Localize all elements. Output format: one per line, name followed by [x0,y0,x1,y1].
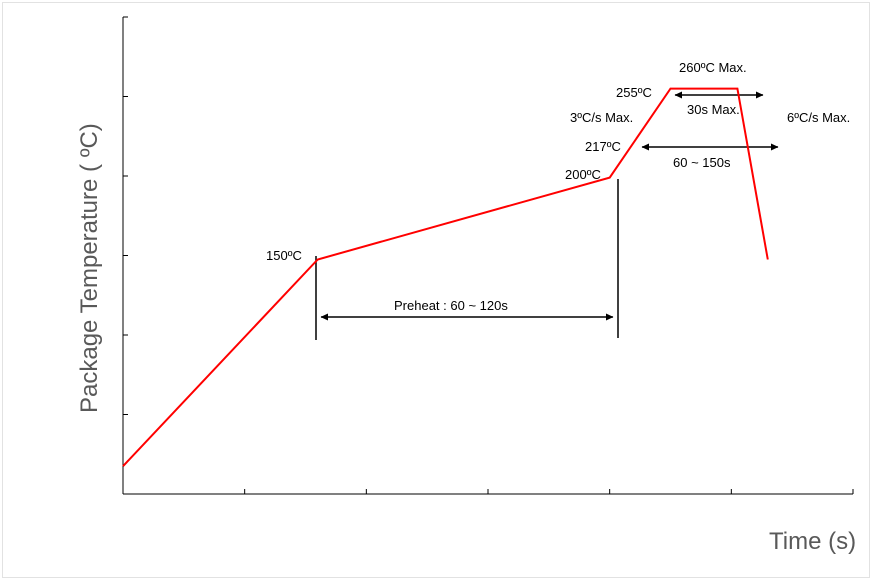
label-ramp-down: 6ºC/s Max. [787,110,850,125]
label-150c: 150ºC [266,248,302,263]
label-ramp-up: 3ºC/s Max. [570,110,633,125]
reflow-profile-chart: 150ºC 200ºC 217ºC 255ºC 260ºC Max. 3ºC/s… [76,16,856,555]
y-axis-title: Package Temperature ( ºC) [76,123,103,413]
reflow-profile-figure: 150ºC 200ºC 217ºC 255ºC 260ºC Max. 3ºC/s… [2,2,870,578]
y-ticks [123,16,128,415]
label-255c: 255ºC [616,85,652,100]
label-above217-time: 60 ~ 150s [673,155,731,170]
x-ticks [244,489,854,494]
label-200c: 200ºC [565,167,601,182]
label-217c: 217ºC [585,139,621,154]
label-260c-max: 260ºC Max. [679,60,747,75]
x-axis-title: Time (s) [769,528,856,555]
label-peak-time: 30s Max. [687,102,740,117]
label-preheat: Preheat : 60 ~ 120s [394,298,508,313]
temperature-profile-line [122,87,769,467]
